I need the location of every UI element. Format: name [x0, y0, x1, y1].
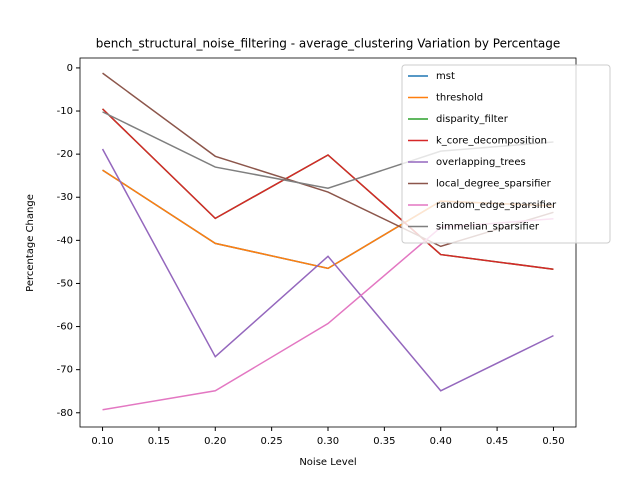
x-tick-label: 0.25	[261, 436, 283, 447]
legend-label: mst	[436, 71, 455, 82]
x-tick-label: 0.15	[148, 436, 170, 447]
x-tick-label: 0.35	[373, 436, 395, 447]
legend: mst threshold disparity_filter k_core_decom…	[401, 64, 611, 244]
y-tick-label: 0	[67, 63, 73, 74]
legend-label: disparity_filter	[436, 114, 509, 125]
legend-box	[401, 64, 611, 244]
line-series	[102, 218, 554, 411]
legend-label: overlapping_trees	[436, 157, 526, 168]
legend-label: simmelian_sparsifier	[436, 222, 540, 233]
y-tick-label: -10	[57, 106, 73, 117]
y-tick-label: -30	[57, 192, 73, 203]
y-tick-label: -50	[57, 278, 73, 289]
legend-label: local_degree_sparsifier	[436, 179, 552, 190]
legend-label: threshold	[436, 93, 483, 104]
x-tick-label: 0.50	[542, 436, 564, 447]
legend-label: random_edge_sparsifier	[436, 200, 557, 211]
y-tick-label: -70	[57, 365, 73, 376]
y-tick-label: -80	[57, 408, 73, 419]
x-tick-label: 0.40	[430, 436, 452, 447]
y-tick-label: -40	[57, 235, 73, 246]
x-tick-label: 0.30	[317, 436, 339, 447]
chart-title: bench_structural_noise_filtering - avera…	[96, 37, 561, 51]
y-tick-label: -60	[57, 322, 73, 333]
y-axis-label: Percentage Change	[25, 194, 36, 292]
line-series	[102, 108, 554, 270]
x-tick-label: 0.10	[91, 436, 113, 447]
x-tick-label: 0.45	[486, 436, 508, 447]
x-axis-label: Noise Level	[299, 457, 356, 468]
line-series	[101, 148, 554, 392]
legend-label: k_core_decomposition	[436, 136, 547, 147]
y-tick-label: -20	[57, 149, 73, 160]
x-tick-label: 0.20	[204, 436, 226, 447]
